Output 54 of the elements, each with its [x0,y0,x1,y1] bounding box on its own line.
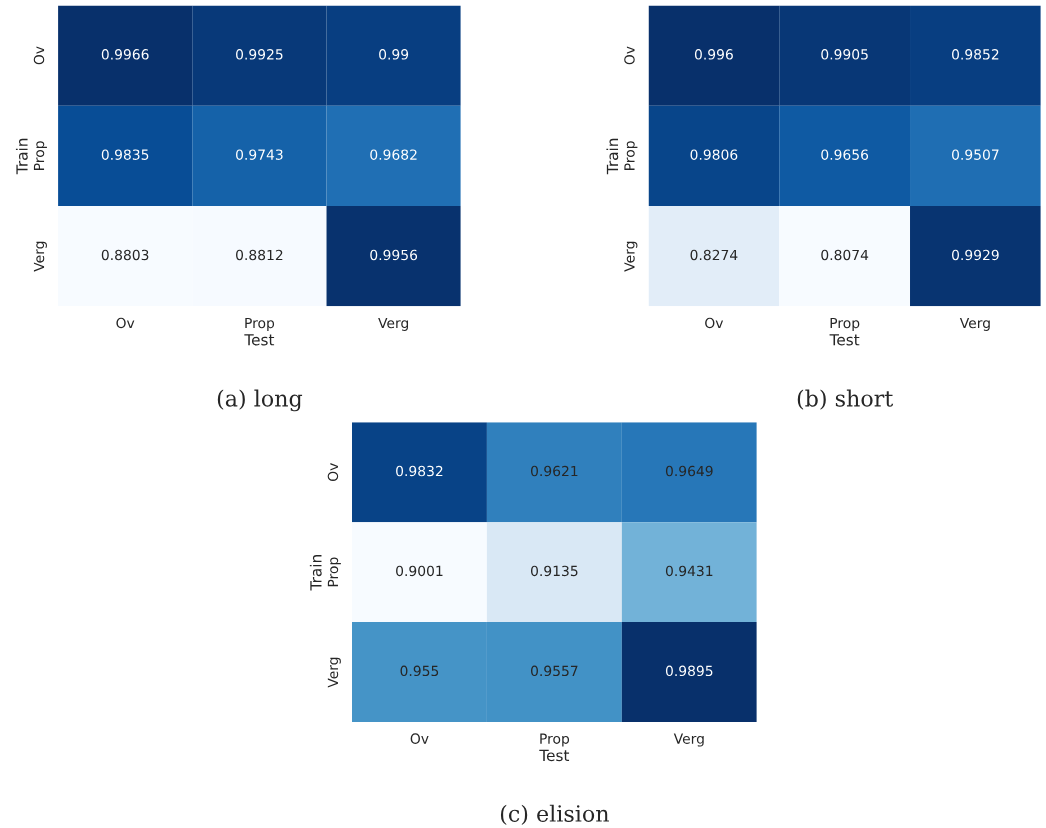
data-label: 0.9852 [952,49,999,60]
x-axis-title: Test [829,334,860,346]
y-tick-label: Verg [327,657,341,688]
y-tick-label: Prop [624,141,638,170]
y-tick-label: Prop [33,141,47,170]
data-label: 0.8803 [101,249,149,261]
data-label: 0.8074 [821,249,869,261]
data-label: 0.99 [379,49,409,60]
y-axis-title: Train [309,555,322,591]
data-label: 0.9649 [665,465,713,477]
y-tick-label: Verg [624,241,638,272]
x-tick-label: Verg [959,317,990,331]
data-label: 0.9929 [952,249,999,261]
data-label: 0.9895 [665,665,713,677]
data-label: 0.8274 [690,249,738,261]
data-label: 0.9925 [236,49,283,60]
data-label: 0.9557 [531,665,578,677]
data-label: 0.9001 [396,565,443,577]
y-tick-label: Prop [327,557,341,587]
data-label: 0.9956 [370,249,418,261]
data-label: 0.9135 [531,565,578,577]
y-tick-label: Ov [327,463,339,482]
data-label: 0.9507 [952,149,999,160]
y-tick-label: Ov [624,46,635,65]
text: (b) short [797,389,894,410]
x-tick-label: Verg [378,317,409,331]
x-tick-label: Ov [116,317,135,329]
x-tick-label: Prop [830,317,860,331]
data-label: 0.955 [400,665,439,677]
text: (a) long [217,389,303,412]
data-label: 0.9743 [236,149,283,160]
x-tick-label: Prop [245,317,275,331]
data-label: 0.9682 [370,149,417,160]
data-label: 0.9656 [821,149,869,160]
data-label: 0.9806 [690,149,738,160]
data-label: 0.996 [694,49,733,60]
y-axis-title: Train [606,138,619,175]
x-tick-label: Ov [705,317,724,329]
x-tick-label: Prop [540,733,570,747]
y-axis-title: Train [15,138,28,175]
data-label: 0.9621 [531,465,578,477]
x-tick-label: Ov [410,733,429,744]
y-tick-label: Verg [33,241,47,272]
data-label: 0.9905 [821,49,868,60]
x-axis-title: Test [244,334,275,346]
text: (c) elision [500,804,609,826]
data-label: 0.9966 [101,49,149,60]
x-axis-title: Test [539,749,570,762]
data-label: 0.8812 [236,249,283,261]
x-tick-label: Verg [673,733,704,747]
y-tick-label: Ov [33,46,45,65]
data-label: 0.9431 [665,565,713,577]
data-label: 0.9832 [396,465,443,477]
data-label: 0.9835 [101,149,149,160]
